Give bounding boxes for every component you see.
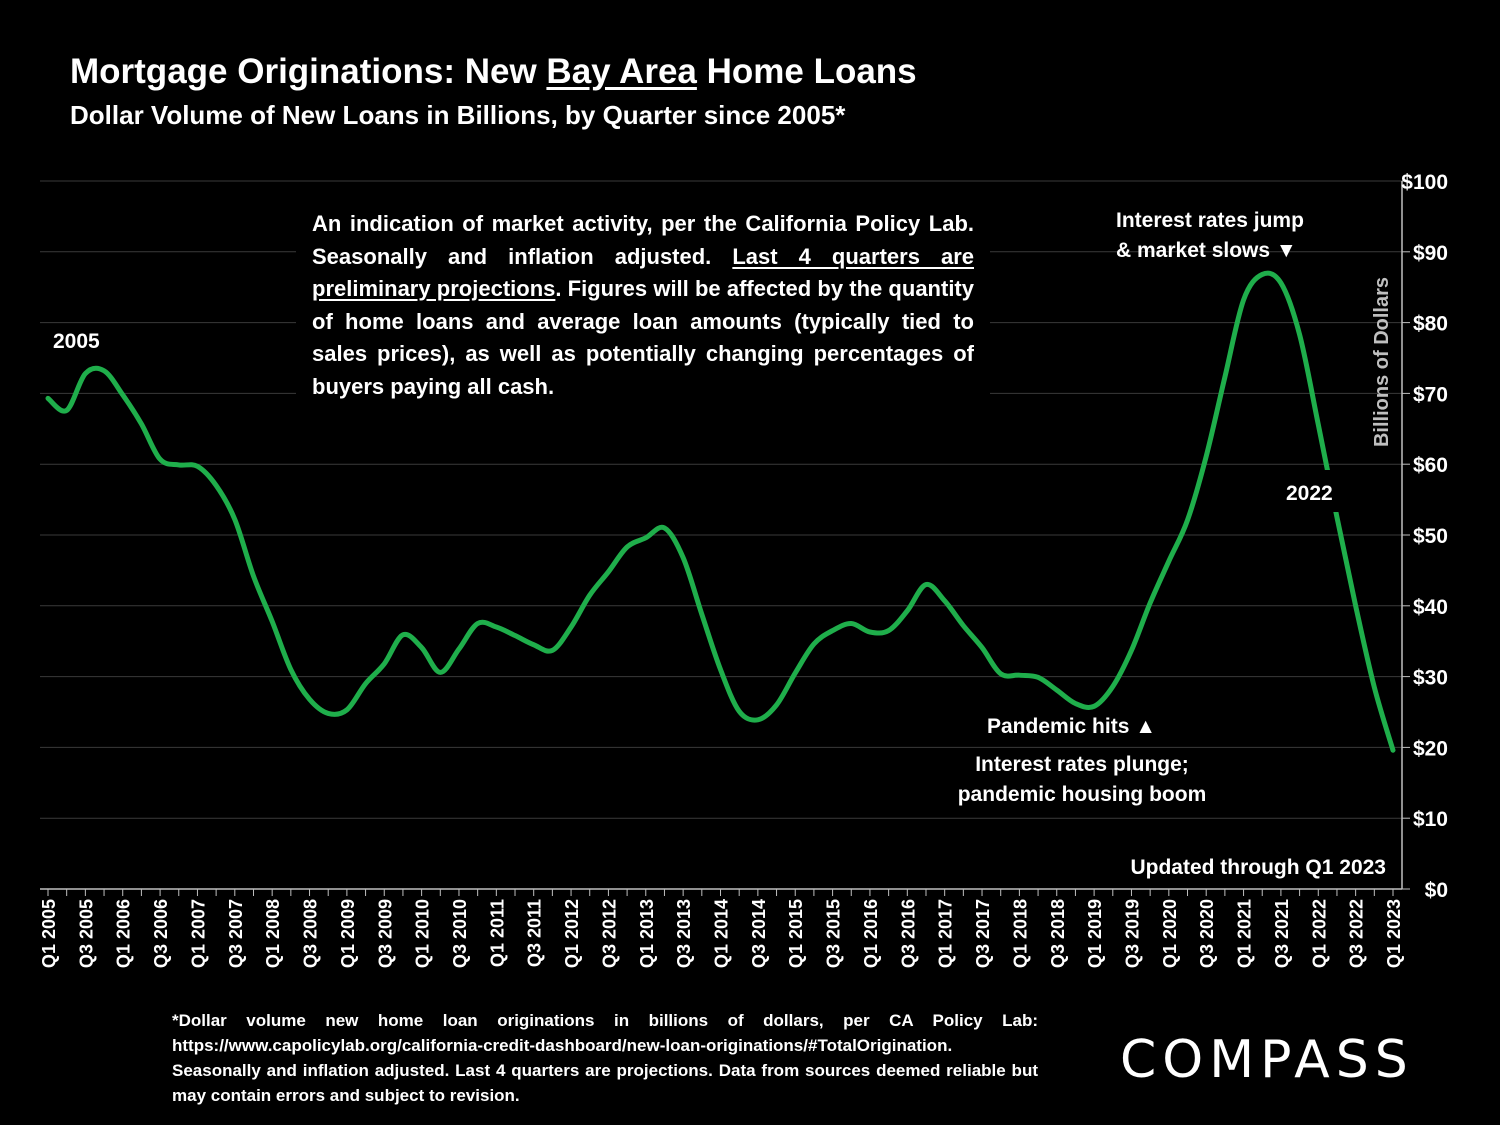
y-tick-label: $60 [1413,454,1448,477]
x-tick-label: Q1 2014 [712,899,732,968]
footnote: *Dollar volume new home loan origination… [172,1011,1038,1105]
x-tick-label: Q3 2008 [301,899,321,968]
label-2022: 2022 [1286,482,1333,505]
label-2022-backdrop [1280,470,1346,512]
y-tick-label: $80 [1413,313,1448,336]
x-tick-label: Q3 2006 [151,899,171,968]
x-tick-label: Q3 2020 [1197,899,1217,968]
y-tick-label: $70 [1413,383,1448,406]
x-tick-label: Q3 2021 [1272,899,1292,968]
x-tick-label: Q1 2018 [1010,899,1030,968]
y-axis-label: Billions of Dollars [1371,277,1393,447]
x-tick-label: Q1 2020 [1160,899,1180,968]
x-tick-label: Q1 2023 [1384,899,1404,968]
annotation-rates-plunge-2: pandemic housing boom [958,783,1207,806]
compass-logo: COMPASS [1120,1030,1414,1090]
updated-label: Updated through Q1 2023 [1130,856,1386,879]
y-tick-label: $30 [1413,667,1448,690]
x-tick-label: Q1 2011 [487,899,507,967]
x-tick-label: Q3 2010 [450,899,470,968]
y-tick-label: $20 [1413,737,1448,760]
x-tick-label: Q1 2012 [562,899,582,968]
x-tick-label: Q3 2018 [1048,899,1068,968]
annotation-pandemic-hits: Pandemic hits ▲ [987,715,1156,738]
label-2005: 2005 [53,330,100,353]
y-tick-label: $0 [1425,879,1448,902]
axes [40,181,1403,896]
x-tick-label: Q3 2019 [1122,899,1142,968]
x-tick-label: Q3 2014 [749,899,769,968]
x-tick-label: Q3 2007 [226,899,246,968]
x-tick-label: Q1 2015 [786,899,806,968]
x-tick-label: Q3 2015 [824,899,844,968]
series-line [45,270,1396,753]
x-tick-label: Q1 2006 [114,899,134,968]
x-tick-label: Q3 2012 [599,899,619,968]
x-tick-label: Q3 2013 [674,899,694,968]
x-tick-label: Q1 2013 [637,899,657,968]
x-tick-label: Q3 2009 [375,899,395,968]
x-tick-label: Q1 2022 [1309,899,1329,968]
chart-title: Mortgage Originations: New Bay Area Home… [70,52,917,91]
x-tick-label: Q1 2019 [1085,899,1105,968]
x-tick-label: Q1 2008 [263,899,283,968]
annotation-rates-plunge-1: Interest rates plunge; [975,753,1189,776]
x-tick-label: Q1 2007 [188,899,208,968]
x-tick-label: Q1 2009 [338,899,358,968]
x-tick-label: Q3 2022 [1347,899,1367,968]
x-tick-label: Q1 2016 [861,899,881,968]
y-tick-label: $40 [1413,596,1448,619]
annotation-rates-jump-2: & market slows ▼ [1116,239,1297,262]
explanatory-note: An indication of market activity, per th… [296,208,990,403]
chart-subtitle: Dollar Volume of New Loans in Billions, … [70,100,846,130]
x-tick-label: Q3 2005 [76,899,96,968]
x-tick-label: Q3 2017 [973,899,993,968]
y-tick-label: $90 [1413,242,1448,265]
annotation-rates-jump-1: Interest rates jump [1116,209,1304,232]
x-tick-label: Q1 2010 [413,899,433,968]
y-tick-label: $100 [1401,171,1448,194]
y-tick-label: $10 [1413,808,1448,831]
x-tick-label: Q1 2005 [39,899,59,968]
x-tick-label: Q1 2021 [1235,899,1255,968]
x-tick-label: Q3 2016 [898,899,918,968]
y-tick-label: $50 [1413,525,1448,548]
x-tick-label: Q3 2011 [525,899,545,967]
x-tick-labels: Q1 2005 Q3 2005 Q1 2006 Q3 2006 Q1 2007 Q3 20… [39,899,1404,968]
y-tick-labels: $0 $10 $20 $30 $40 $50 $60 $70 $80 $90 $100 [1401,171,1448,902]
x-tick-label: Q1 2017 [936,899,956,968]
